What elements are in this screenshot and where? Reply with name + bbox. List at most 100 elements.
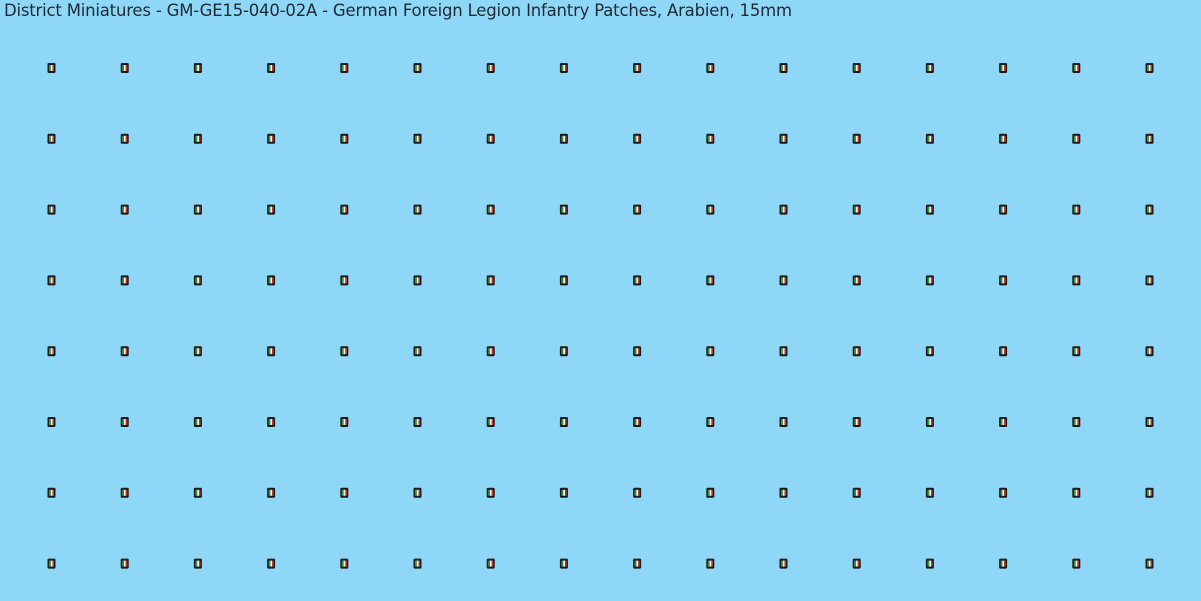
patch-green (268, 419, 271, 425)
patch-green (488, 419, 490, 425)
patch-white (270, 65, 273, 71)
patch-green (927, 135, 930, 142)
patch-white (490, 348, 492, 355)
patch-green (122, 277, 124, 284)
patch-green (634, 419, 637, 425)
patch (120, 558, 129, 569)
patch-green (195, 489, 198, 496)
patch-red (345, 277, 347, 284)
patch-green (1073, 489, 1076, 496)
patch-red (711, 560, 713, 567)
patch-red (565, 277, 567, 284)
patch-green (415, 348, 417, 355)
patch-red (418, 348, 421, 355)
patch-red (491, 489, 494, 496)
patch-white (197, 348, 199, 355)
patch (340, 133, 349, 144)
patch-white (782, 348, 785, 355)
patch-red (199, 277, 201, 284)
patch-red (1004, 560, 1006, 567)
patch-green (122, 489, 124, 496)
patch-white (1148, 277, 1151, 284)
patch-red (565, 65, 567, 71)
patch (999, 204, 1008, 215)
patch-white (563, 277, 565, 284)
patch (193, 63, 202, 73)
patch-green (268, 348, 271, 355)
patch-green (341, 65, 344, 71)
patch-red (931, 65, 933, 71)
patch-green (854, 348, 856, 355)
patch-white (197, 135, 199, 142)
patch (999, 417, 1008, 427)
patch-red (418, 135, 421, 142)
patch (1145, 204, 1154, 215)
patch-green (634, 489, 637, 496)
patch-green (1147, 419, 1149, 425)
patch-red (931, 277, 933, 284)
patch-green (488, 65, 490, 71)
patch (1145, 487, 1154, 498)
patch-red (345, 489, 347, 496)
patch (559, 487, 568, 498)
patch-red (1150, 277, 1153, 284)
patch-red (272, 560, 274, 567)
patch (1145, 63, 1154, 73)
patch-green (707, 419, 710, 425)
patch-green (195, 65, 198, 71)
patch-green (268, 135, 271, 142)
patch-red (711, 135, 713, 142)
patch-red (272, 348, 274, 355)
patch-white (782, 489, 785, 496)
patch (706, 204, 715, 215)
patch-green (341, 206, 344, 213)
patch (633, 275, 642, 286)
patch (779, 133, 788, 144)
patch-white (50, 135, 53, 142)
patch-white (343, 277, 346, 284)
patch-red (711, 348, 713, 355)
patch-white (343, 489, 346, 496)
patch (559, 417, 568, 427)
patch (193, 346, 202, 357)
patch-green (1147, 135, 1149, 142)
patch-green (707, 135, 710, 142)
patch-green (49, 489, 51, 496)
patch-white (490, 135, 492, 142)
patch (120, 133, 129, 144)
patch-white (50, 489, 53, 496)
patch-red (125, 560, 128, 567)
patch-white (270, 489, 273, 496)
patch-green (1073, 419, 1076, 425)
patch-white (1075, 135, 1078, 142)
patch (706, 487, 715, 498)
patch-green (634, 348, 637, 355)
patch-white (490, 489, 492, 496)
patch-white (636, 348, 639, 355)
patch-white (563, 348, 565, 355)
patch-white (50, 560, 53, 567)
patch-green (341, 560, 344, 567)
patch (47, 346, 56, 357)
patch-white (1075, 348, 1078, 355)
patch-white (1148, 135, 1151, 142)
patch-green (1073, 348, 1076, 355)
patch-green (1147, 65, 1149, 71)
patch-red (1077, 277, 1079, 284)
patch-white (416, 65, 419, 71)
patch-red (272, 489, 274, 496)
patch-white (197, 206, 199, 213)
patch-red (1004, 206, 1006, 213)
patch-white (709, 348, 712, 355)
patch-white (929, 277, 931, 284)
patch-white (636, 277, 639, 284)
patch (779, 346, 788, 357)
patch-green (927, 560, 930, 567)
patch-green (854, 65, 856, 71)
patch-green (927, 65, 930, 71)
patch (1145, 558, 1154, 569)
patch-red (52, 277, 55, 284)
patch-red (931, 489, 933, 496)
patch-white (490, 560, 492, 567)
patch (779, 275, 788, 286)
